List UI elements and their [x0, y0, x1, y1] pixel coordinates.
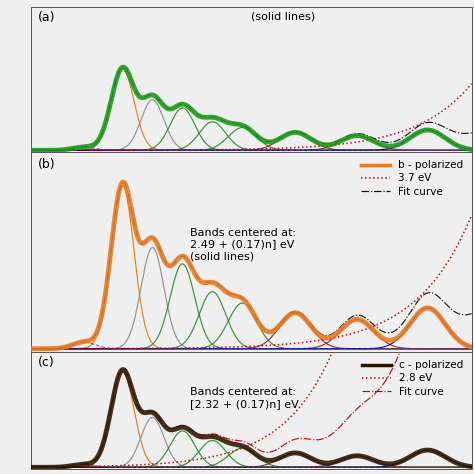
Text: (b): (b) — [37, 158, 55, 171]
Legend: b - polarized, 3.7 eV, Fit curve: b - polarized, 3.7 eV, Fit curve — [357, 157, 466, 200]
Legend: c - polarized, 2.8 eV, Fit curve: c - polarized, 2.8 eV, Fit curve — [358, 357, 466, 400]
Text: Bands centered at:
2.49 + (0.17)n] eV
(solid lines): Bands centered at: 2.49 + (0.17)n] eV (s… — [190, 228, 296, 261]
Text: Bands centered at:
[2.32 + (0.17)n] eV: Bands centered at: [2.32 + (0.17)n] eV — [190, 387, 298, 409]
Text: (solid lines): (solid lines) — [251, 11, 315, 21]
Text: (c): (c) — [37, 356, 54, 368]
Text: (a): (a) — [37, 11, 55, 25]
